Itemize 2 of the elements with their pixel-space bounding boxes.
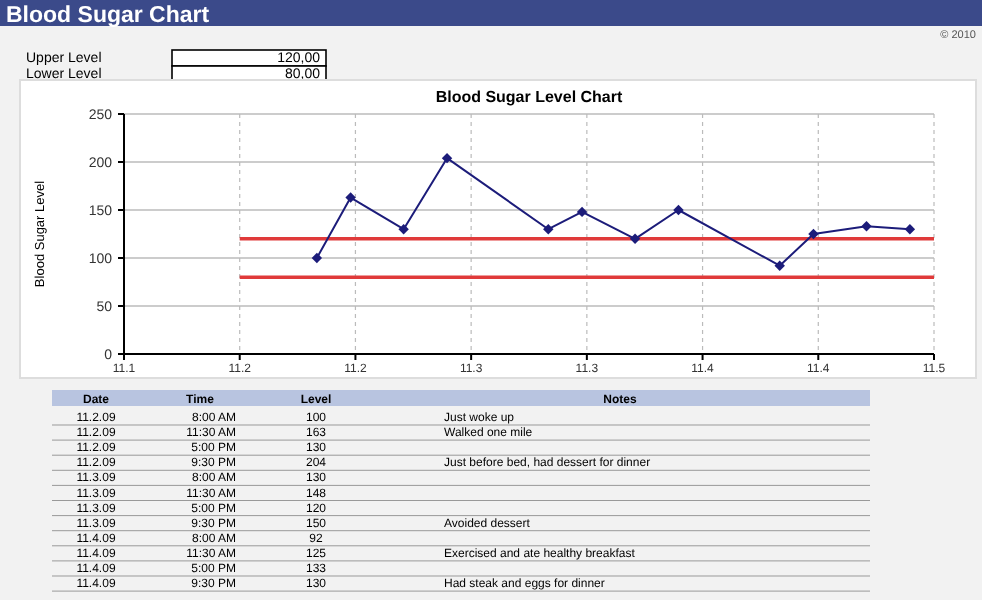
text: Blood Sugar Chart xyxy=(6,4,210,28)
chart-title: Blood Sugar Level Chart xyxy=(435,88,624,106)
